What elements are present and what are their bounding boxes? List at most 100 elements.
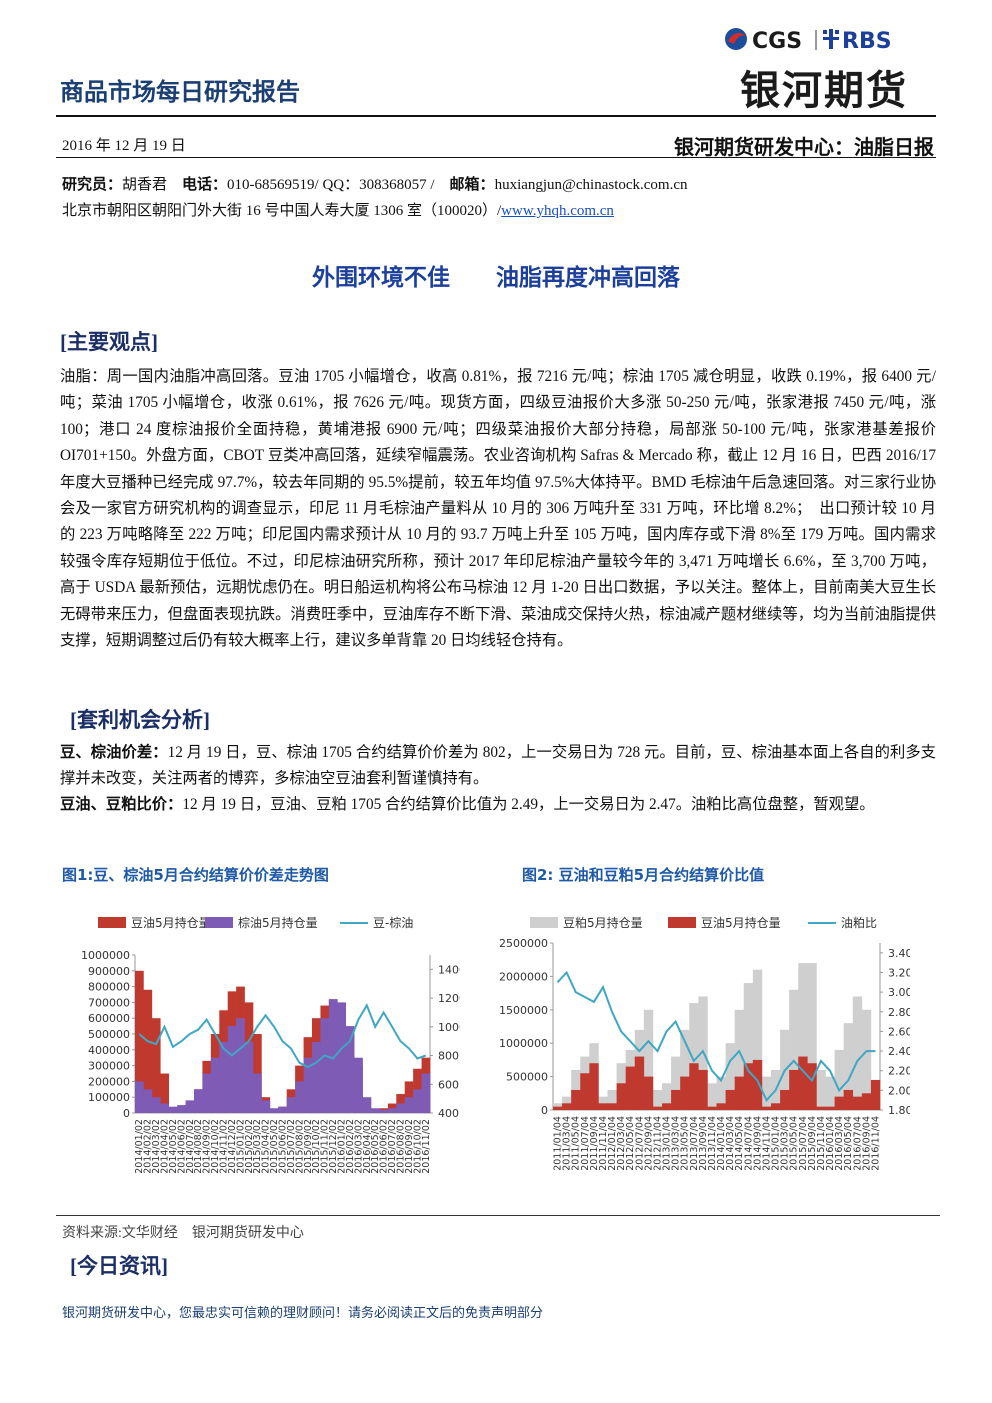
- bar: [761, 1106, 772, 1110]
- y-tick-label: 700000: [88, 996, 130, 1009]
- bar: [716, 1076, 726, 1110]
- bar: [151, 1018, 161, 1113]
- bar: [261, 1100, 271, 1113]
- bar: [286, 1097, 296, 1113]
- x-tick-label: 2012/01/04: [607, 1116, 618, 1171]
- contact-line: 研究员：胡香君 电话：010-68569519/ QQ：308368057 / …: [62, 173, 688, 194]
- bar: [379, 1109, 389, 1113]
- x-tick-label: 2016/05/04: [843, 1116, 854, 1171]
- bar: [634, 1056, 645, 1110]
- bar: [716, 1103, 726, 1110]
- bar: [135, 970, 144, 1113]
- bar: [689, 1003, 699, 1110]
- x-tick-label: 2015/07/04: [798, 1116, 809, 1171]
- bar: [589, 1063, 599, 1110]
- bar: [743, 983, 754, 1110]
- bar: [387, 1108, 397, 1113]
- bar: [177, 1105, 186, 1113]
- x-tick-label: 2012/07/04: [634, 1116, 645, 1171]
- bar: [725, 1043, 735, 1110]
- x-tick-label: 2016/07/04: [852, 1116, 863, 1171]
- x-tick-label: 2014/01/04: [716, 1116, 727, 1171]
- x-tick-label: 2015/11/04: [816, 1116, 827, 1171]
- bar: [371, 1108, 380, 1113]
- x-tick-label: 2011/01/04: [553, 1116, 564, 1171]
- email: huxiangjun@chinastock.com.cn: [494, 177, 688, 193]
- item-text: 12 月 19 日，豆、棕油 1705 合约结算价价差为 802，上一交易日为 …: [60, 744, 936, 788]
- bar: [852, 996, 863, 1110]
- bar: [789, 1069, 799, 1110]
- x-tick-label: 2011/11/04: [598, 1116, 609, 1171]
- bar: [652, 1106, 663, 1110]
- x-tick-label: 2013/11/04: [707, 1116, 718, 1171]
- bar: [236, 1018, 245, 1113]
- label: 电话：: [182, 177, 228, 193]
- bar: [194, 1089, 203, 1113]
- x-tick-label: 2015/03/04: [780, 1116, 791, 1171]
- figure-caption: 图1:豆、棕油5月合约结算价价差走势图: [62, 866, 329, 884]
- bar: [553, 1106, 563, 1110]
- x-tick-label: 2015/12/02: [328, 1119, 339, 1174]
- x-tick-label: 2016/11/04: [870, 1116, 881, 1171]
- headline: 外围环境不佳 油脂再度冲高回落: [312, 265, 680, 290]
- x-tick-label: 2013/07/04: [689, 1116, 700, 1171]
- bar: [244, 1041, 254, 1113]
- website-link[interactable]: www.yhqh.com.cn: [501, 203, 614, 219]
- x-tick-label: 2015/09/02: [303, 1119, 314, 1174]
- y-tick-label: 200000: [88, 1075, 130, 1088]
- logo-rbs: RBS: [842, 29, 892, 54]
- bar: [362, 1097, 372, 1113]
- x-tick-label: 2015/03/02: [252, 1119, 263, 1174]
- item-text: 12 月 19 日，豆油、豆粕 1705 合约结算价比值为 2.49，上一交易日…: [182, 796, 875, 813]
- legend-swatch: [98, 917, 126, 928]
- bar: [680, 1029, 690, 1110]
- logo-swirl-red: [728, 32, 746, 44]
- bar: [834, 1096, 844, 1110]
- bar: [396, 1103, 406, 1113]
- y-tick-label: 0: [123, 1107, 130, 1120]
- bar: [707, 1106, 717, 1110]
- bar: [421, 1073, 431, 1113]
- section-heading: [主要观点]: [60, 330, 158, 354]
- item-label: 豆、棕油价差：: [60, 744, 168, 761]
- x-tick-label: 2014/07/02: [185, 1119, 196, 1174]
- y-tick-label: 500000: [88, 1028, 130, 1041]
- x-tick-label: 2014/06/02: [176, 1119, 187, 1174]
- x-tick-label: 2014/02/02: [143, 1119, 154, 1174]
- x-tick-label: 2015/09/04: [807, 1116, 818, 1171]
- x-tick-label: 2014/01/02: [134, 1119, 145, 1174]
- x-tick-label: 2014/03/04: [725, 1116, 736, 1171]
- legend-label: 棕油5月持仓量: [238, 915, 318, 930]
- bar: [662, 1103, 672, 1110]
- x-tick-label: 2016/10/02: [412, 1119, 423, 1174]
- label: 研究员：: [62, 177, 123, 193]
- y-tick-label: 2000000: [499, 970, 548, 983]
- x-tick-label: 2011/09/04: [589, 1116, 600, 1171]
- x-tick-label: 2015/08/02: [294, 1119, 305, 1174]
- y-tick-label: 2500000: [499, 937, 548, 950]
- bar: [816, 1106, 826, 1110]
- x-tick-label: 2016/06/02: [379, 1119, 390, 1174]
- bar: [598, 1103, 608, 1110]
- bar: [413, 1089, 422, 1113]
- y2-tick-label: 2.60: [888, 1025, 910, 1038]
- bar: [843, 1023, 854, 1110]
- x-tick-label: 2014/11/04: [761, 1116, 772, 1171]
- x-tick-label: 2011/03/04: [562, 1116, 573, 1171]
- x-tick-label: 2016/07/02: [387, 1119, 398, 1174]
- bar: [580, 1073, 590, 1110]
- bar: [825, 1076, 835, 1110]
- arbitrage-item: 豆油、豆粕比价：12 月 19 日，豆油、豆粕 1705 合约结算价比值为 2.…: [60, 792, 936, 818]
- legend-swatch: [530, 917, 558, 928]
- x-tick-label: 2012/09/04: [643, 1116, 654, 1171]
- y2-tick-label: 400: [438, 1107, 459, 1120]
- y2-tick-label: 2.00: [888, 1084, 910, 1097]
- researcher: 胡香君: [122, 177, 168, 193]
- x-tick-label: 2014/07/04: [743, 1116, 754, 1171]
- bar: [752, 1059, 763, 1110]
- bar: [202, 1073, 212, 1113]
- bar: [861, 1009, 872, 1110]
- bar: [870, 1079, 881, 1110]
- x-tick-label: 2016/09/02: [404, 1119, 415, 1174]
- header-rule: [56, 115, 936, 117]
